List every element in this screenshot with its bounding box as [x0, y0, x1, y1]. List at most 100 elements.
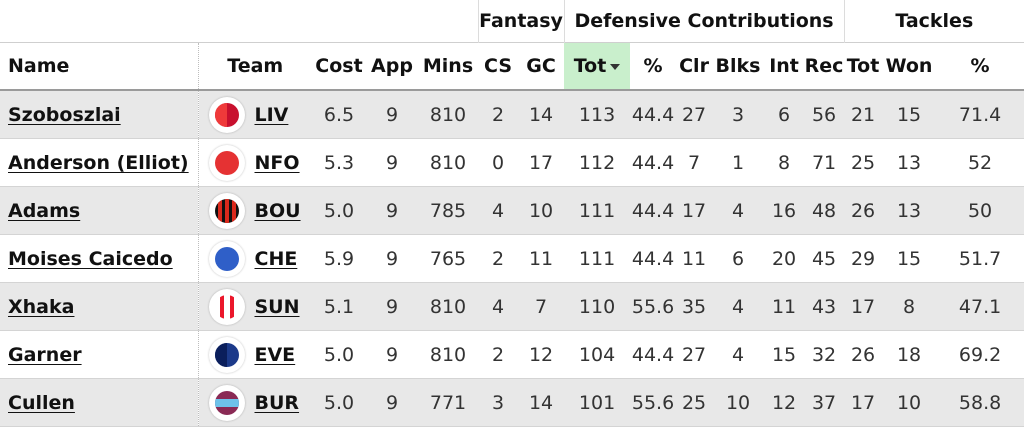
caret-down-icon [610, 63, 621, 70]
cell-tk-won: 10 [882, 378, 937, 427]
cell-cs: 2 [478, 234, 519, 283]
cell-int: 20 [764, 234, 805, 283]
player-name-link[interactable]: Anderson (Elliot) [8, 151, 189, 174]
team-badge-icon [208, 336, 245, 373]
cell-pct: 55.6 [630, 282, 677, 331]
cell-clr: 27 [676, 90, 713, 139]
cell-tot: 112 [564, 138, 631, 187]
cell-tk-tot: 26 [844, 186, 883, 235]
cell-cost: 5.3 [312, 138, 366, 187]
player-name-link[interactable]: Cullen [8, 391, 75, 414]
cell-cs: 3 [478, 378, 519, 427]
cell-mins: 810 [418, 282, 479, 331]
cell-cs: 0 [478, 138, 519, 187]
team-link[interactable]: EVE [254, 343, 296, 366]
cell-int: 11 [764, 282, 805, 331]
cell-gc: 7 [518, 282, 565, 331]
cell-mins: 771 [418, 378, 479, 427]
cell-tk-pct: 50 [936, 186, 1024, 235]
cell-pct: 44.4 [630, 186, 677, 235]
cell-rec: 56 [804, 90, 845, 139]
cell-cs: 4 [478, 282, 519, 331]
player-name-cell: Anderson (Elliot) [0, 138, 199, 187]
team-badge-icon [208, 240, 245, 277]
player-name-link[interactable]: Szoboszlai [8, 103, 121, 126]
cell-rec: 48 [804, 186, 845, 235]
player-name-link[interactable]: Moises Caicedo [8, 247, 173, 270]
col-header-cs[interactable]: CS [478, 42, 519, 91]
col-header-clr[interactable]: Clr [676, 42, 713, 91]
team-link[interactable]: BUR [254, 391, 300, 414]
col-header-name[interactable]: Name [0, 42, 199, 91]
player-name-link[interactable]: Garner [8, 343, 82, 366]
cell-pct: 55.6 [630, 378, 677, 427]
cell-rec: 45 [804, 234, 845, 283]
cell-pct: 44.4 [630, 138, 677, 187]
cell-gc: 12 [518, 330, 565, 379]
team-link[interactable]: LIV [254, 103, 289, 126]
col-header-tackles-won[interactable]: Won [882, 42, 937, 91]
col-header-mins[interactable]: Mins [418, 42, 479, 91]
cell-blks: 3 [712, 90, 765, 139]
player-name-link[interactable]: Adams [8, 199, 81, 222]
cell-tk-tot: 29 [844, 234, 883, 283]
team-cell: BOU [198, 186, 312, 235]
cell-tk-pct: 47.1 [936, 282, 1024, 331]
team-cell: SUN [198, 282, 312, 331]
player-name-cell: Adams [0, 186, 199, 235]
cell-gc: 14 [518, 90, 565, 139]
cell-cs: 4 [478, 186, 519, 235]
col-header-tackles-pct[interactable]: % [936, 42, 1024, 91]
cell-tk-pct: 52 [936, 138, 1024, 187]
cell-app: 9 [366, 330, 418, 379]
col-header-gc[interactable]: GC [518, 42, 565, 91]
col-header-int[interactable]: Int [764, 42, 805, 91]
col-header-rec[interactable]: Rec [804, 42, 845, 91]
group-header-tackles: Tackles [843, 0, 1024, 43]
cell-pct: 44.4 [630, 234, 677, 283]
table-row: Cullen BUR 5.0 9 771 3 14 101 55.6 25 10 12 37 17 10 58… [0, 378, 1024, 427]
cell-app: 9 [366, 186, 418, 235]
player-name-link[interactable]: Xhaka [8, 295, 75, 318]
col-header-team[interactable]: Team [198, 42, 312, 91]
col-header-blks[interactable]: Blks [712, 42, 765, 91]
team-link[interactable]: BOU [254, 199, 301, 222]
table-body: Szoboszlai LIV 6.5 9 810 2 14 113 44.4 27 3 6 56 21 15… [0, 90, 1024, 427]
team-badge-icon [208, 384, 245, 421]
cell-blks: 4 [712, 330, 765, 379]
col-header-app[interactable]: App [366, 42, 418, 91]
cell-app: 9 [366, 90, 418, 139]
col-header-defcon-pct[interactable]: % [630, 42, 677, 91]
cell-cs: 2 [478, 90, 519, 139]
team-badge-icon [208, 288, 245, 325]
col-header-defcon-tot[interactable]: Tot [564, 42, 631, 91]
group-header-fantasy: Fantasy [477, 0, 565, 43]
group-header-row: Fantasy Defensive Contributions Tackles [0, 0, 1024, 43]
team-link[interactable]: CHE [254, 247, 298, 270]
cell-tk-won: 15 [882, 90, 937, 139]
team-link[interactable]: NFO [254, 151, 300, 174]
col-header-cost[interactable]: Cost [312, 42, 366, 91]
table-row: Xhaka SUN 5.1 9 810 4 7 110 55.6 35 4 11 43 17 8 47.1 [0, 282, 1024, 331]
team-cell: LIV [198, 90, 312, 139]
cell-tot: 113 [564, 90, 631, 139]
cell-gc: 11 [518, 234, 565, 283]
cell-tot: 111 [564, 186, 631, 235]
cell-clr: 17 [676, 186, 713, 235]
cell-tk-won: 15 [882, 234, 937, 283]
cell-tk-pct: 51.7 [936, 234, 1024, 283]
cell-clr: 25 [676, 378, 713, 427]
col-header-tackles-tot[interactable]: Tot [844, 42, 883, 91]
cell-clr: 7 [676, 138, 713, 187]
cell-tk-tot: 21 [844, 90, 883, 139]
cell-blks: 4 [712, 282, 765, 331]
cell-tk-tot: 17 [844, 282, 883, 331]
column-header-row: Name Team Cost App Mins CS GC Tot % Clr … [0, 42, 1024, 91]
cell-pct: 44.4 [630, 330, 677, 379]
player-name-cell: Cullen [0, 378, 199, 427]
cell-cs: 2 [478, 330, 519, 379]
cell-tk-tot: 26 [844, 330, 883, 379]
team-link[interactable]: SUN [254, 295, 300, 318]
player-name-cell: Xhaka [0, 282, 199, 331]
team-badge-icon [208, 96, 245, 133]
